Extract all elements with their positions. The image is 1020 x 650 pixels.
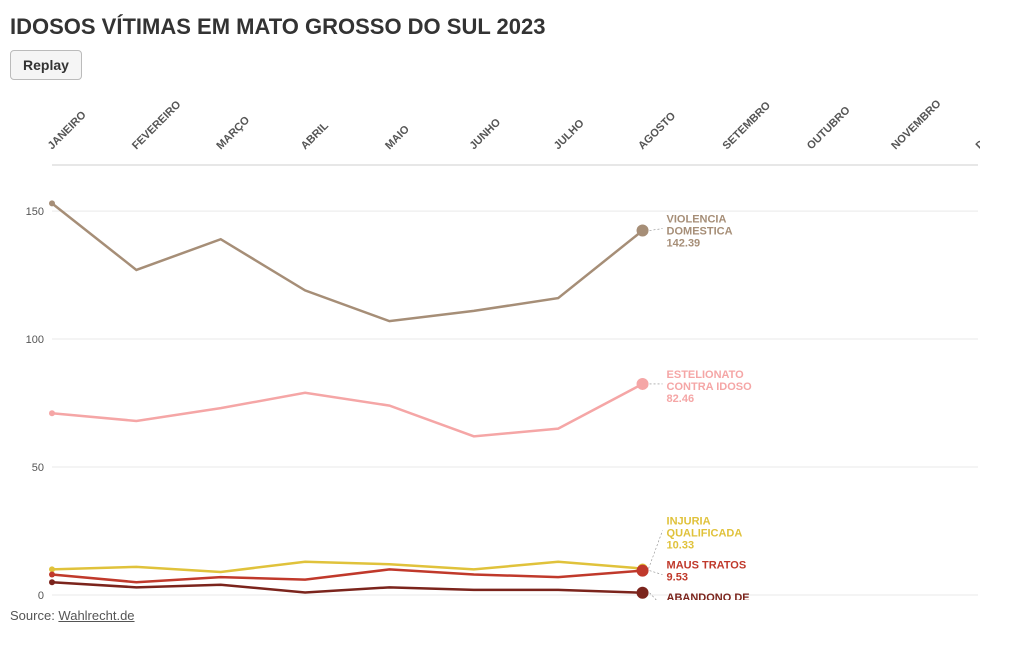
source-line: Source: Wahlrecht.de bbox=[10, 608, 1010, 623]
label-leader bbox=[650, 229, 663, 231]
x-axis-label: MAIO bbox=[383, 123, 412, 152]
x-axis-label: DEZEMBRO bbox=[974, 99, 980, 152]
x-axis-label: JULHO bbox=[552, 117, 587, 152]
page-title: IDOSOS VÍTIMAS EM MATO GROSSO DO SUL 202… bbox=[10, 14, 1010, 40]
series-start-marker bbox=[49, 566, 55, 572]
series-label: ABANDONO DEINCAPAZ 0.87 bbox=[667, 592, 750, 600]
series-line bbox=[52, 384, 643, 436]
source-prefix: Source: bbox=[10, 608, 58, 623]
series-label: ESTELIONATOCONTRA IDOSO82.46 bbox=[667, 369, 753, 405]
label-leader bbox=[650, 571, 663, 575]
series-line bbox=[52, 582, 643, 593]
label-leader bbox=[650, 593, 663, 600]
x-axis-label: MARÇO bbox=[214, 114, 252, 152]
series-label: INJURIAQUALIFICADA10.33 bbox=[667, 516, 743, 552]
label-leader bbox=[649, 531, 663, 569]
y-axis-label: 150 bbox=[26, 206, 44, 218]
series-label: MAUS TRATOS9.53 bbox=[667, 560, 747, 584]
replay-button[interactable]: Replay bbox=[10, 50, 82, 80]
series-start-marker bbox=[49, 572, 55, 578]
series-line bbox=[52, 203, 643, 321]
series-start-marker bbox=[49, 410, 55, 416]
line-chart: 0 50 100 150 JANEIRO FEVEREIRO MARÇO ABRIL MAIO J… bbox=[10, 90, 980, 600]
chart-svg: 0 50 100 150 JANEIRO FEVEREIRO MARÇO ABRIL MAIO J… bbox=[10, 90, 980, 600]
x-axis-label: JUNHO bbox=[467, 116, 503, 152]
series-label: VIOLENCIADOMESTICA142.39 bbox=[667, 214, 733, 250]
series-end-marker bbox=[637, 225, 649, 237]
x-axis-label: SETEMBRO bbox=[721, 99, 774, 152]
x-axis-label: ABRIL bbox=[299, 120, 331, 152]
series-line bbox=[52, 562, 643, 572]
x-axis-label: FEVEREIRO bbox=[130, 98, 184, 152]
y-axis-label: 100 bbox=[26, 334, 44, 346]
series-start-marker bbox=[49, 579, 55, 585]
series-start-marker bbox=[49, 200, 55, 206]
x-axis-label: NOVEMBRO bbox=[889, 98, 944, 153]
y-axis-label: 50 bbox=[32, 462, 44, 474]
x-axis-label: AGOSTO bbox=[636, 110, 678, 152]
series-end-marker bbox=[637, 587, 649, 599]
source-link[interactable]: Wahlrecht.de bbox=[58, 608, 134, 623]
series-end-marker bbox=[637, 565, 649, 577]
x-axis-label: JANEIRO bbox=[46, 109, 89, 152]
series-end-marker bbox=[637, 378, 649, 390]
series-line bbox=[52, 569, 643, 582]
x-axis-label: OUTUBRO bbox=[805, 104, 853, 152]
y-axis-label: 0 bbox=[38, 590, 44, 600]
